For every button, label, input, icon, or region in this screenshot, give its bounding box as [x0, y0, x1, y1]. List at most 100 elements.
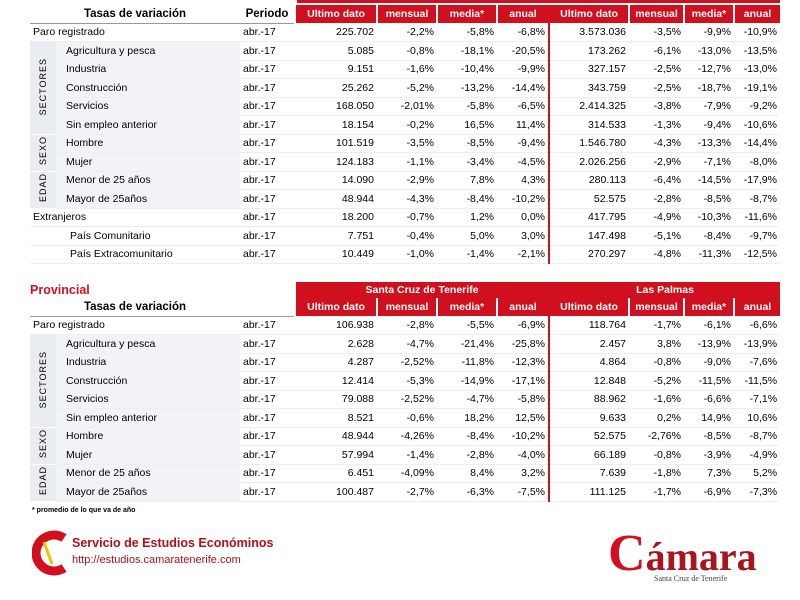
value-cell: 100.487 — [295, 482, 377, 502]
value-cell: -2,2% — [377, 23, 437, 42]
value-cell: -0,8% — [629, 445, 684, 465]
value-cell: -8,7% — [734, 427, 781, 446]
value-cell: 10,6% — [734, 408, 781, 428]
value-cell: -18,1% — [437, 41, 497, 61]
row-label: Construcción — [56, 78, 240, 98]
section-cell: EDAD — [30, 464, 56, 502]
value-cell: -5,2% — [629, 371, 684, 391]
value-cell: -10,2% — [497, 189, 549, 209]
value-cell: -7,5% — [497, 482, 549, 502]
value-cell: -2,9% — [629, 152, 684, 172]
service-name: Servicio de Estudios Económinos — [72, 536, 274, 550]
brand-name: Cámara — [608, 525, 757, 582]
value-cell: -3,5% — [629, 23, 684, 42]
value-cell: 168.050 — [295, 97, 377, 116]
value-cell: 111.125 — [548, 482, 629, 502]
value-cell: -1,8% — [629, 464, 684, 483]
period: abr.-17 — [240, 316, 295, 335]
value-cell: 343.759 — [548, 78, 629, 98]
period: abr.-17 — [240, 226, 295, 246]
value-cell: 4,3% — [497, 171, 549, 190]
value-cell: -13,2% — [437, 78, 497, 98]
service-logo: Servicio de Estudios Económinos http://e… — [32, 530, 292, 580]
column-header: anual — [496, 5, 549, 23]
value-cell: -4,3% — [629, 134, 684, 153]
column-header: media* — [683, 298, 734, 316]
value-cell: 417.795 — [548, 208, 629, 227]
value-cell: 7.639 — [548, 464, 629, 483]
section-label: EDAD — [38, 466, 48, 496]
value-cell: 1,2% — [437, 208, 497, 227]
column-header: Ultimo dato — [294, 5, 377, 23]
column-header: mensual — [628, 5, 684, 23]
period: abr.-17 — [240, 152, 295, 172]
label-header: Tasas de variación — [30, 298, 240, 317]
value-cell: 12.414 — [295, 371, 377, 391]
value-cell: -3,4% — [437, 152, 497, 172]
value-cell: 124.183 — [295, 152, 377, 172]
value-cell: 9.151 — [295, 60, 377, 79]
value-cell: -17,1% — [497, 371, 549, 391]
group-header: Santa Cruz de Tenerife — [294, 282, 549, 298]
value-cell: 7.751 — [295, 226, 377, 246]
row-label: Agricultura y pesca — [56, 41, 240, 61]
value-cell: -5,8% — [437, 97, 497, 116]
value-cell: 270.297 — [548, 245, 629, 264]
period: abr.-17 — [240, 171, 295, 190]
section-label: SEXO — [38, 136, 48, 166]
label-header: Tasas de variación — [30, 5, 240, 24]
value-cell: -2,8% — [629, 189, 684, 209]
value-cell: -2,9% — [377, 171, 437, 190]
column-header: mensual — [376, 298, 437, 316]
value-cell: -0,6% — [377, 408, 437, 428]
value-cell: -0,2% — [377, 115, 437, 135]
service-icon — [32, 530, 67, 576]
value-cell: 79.088 — [295, 390, 377, 409]
row-label: Menor de 25 años — [56, 171, 240, 190]
value-cell: -8,5% — [684, 427, 734, 446]
value-cell: -13,0% — [684, 41, 734, 61]
value-cell: -13,5% — [734, 41, 780, 61]
value-cell: 8,4% — [437, 464, 497, 483]
value-cell: -12,3% — [497, 353, 549, 372]
value-cell: 4.287 — [295, 353, 377, 372]
service-url[interactable]: http://estudios.camaratenerife.com — [72, 554, 241, 566]
value-cell: 5.085 — [295, 41, 377, 61]
value-cell: -14,9% — [437, 371, 497, 391]
value-cell: -2,8% — [437, 445, 497, 465]
value-cell: -2,7% — [377, 482, 437, 502]
data-row: País Extracomunitario abr.-17 10.449 -1,0% -… — [30, 245, 780, 264]
data-row: País Comunitario abr.-17 7.751 -0,4% 5,0% 3,0… — [30, 226, 780, 246]
value-cell: 101.519 — [295, 134, 377, 153]
period: abr.-17 — [240, 23, 295, 42]
value-cell: -2,52% — [377, 353, 437, 372]
value-cell: -4,7% — [437, 390, 497, 409]
period: abr.-17 — [240, 482, 295, 502]
row-label: Construcción — [56, 371, 240, 391]
data-row: Mayor de 25años abr.-17 100.487 -2,7% -6,3% -… — [30, 482, 781, 502]
period: abr.-17 — [240, 97, 295, 116]
value-cell: -4,0% — [497, 445, 549, 465]
value-cell: -1,4% — [377, 445, 437, 465]
period: abr.-17 — [240, 41, 295, 61]
data-row: Paro registrado abr.-17 225.702 -2,2% -5,8% -… — [30, 23, 780, 42]
value-cell: -8,4% — [437, 189, 497, 209]
value-cell: -14,4% — [734, 134, 780, 153]
row-label: Hombre — [56, 427, 240, 446]
value-cell: 1.546.780 — [548, 134, 629, 153]
section-label: SECTORES — [38, 57, 48, 115]
value-cell: -7,1% — [734, 390, 781, 409]
value-cell: 118.764 — [548, 316, 629, 335]
value-cell: -13,3% — [684, 134, 734, 153]
value-cell: -7,9% — [684, 97, 734, 116]
value-cell: 225.702 — [295, 23, 377, 42]
value-cell: -2,5% — [629, 60, 684, 79]
value-cell: -0,8% — [377, 41, 437, 61]
row-label: Hombre — [56, 134, 240, 153]
value-cell: -5,8% — [437, 23, 497, 42]
value-cell: 48.944 — [295, 427, 377, 446]
value-cell: -21,4% — [437, 334, 497, 354]
value-cell: 16,5% — [437, 115, 497, 135]
section-label: SECTORES — [38, 350, 48, 408]
data-row: EDAD Menor de 25 años abr.-17 14.090 -2,9% 7,… — [30, 171, 780, 209]
